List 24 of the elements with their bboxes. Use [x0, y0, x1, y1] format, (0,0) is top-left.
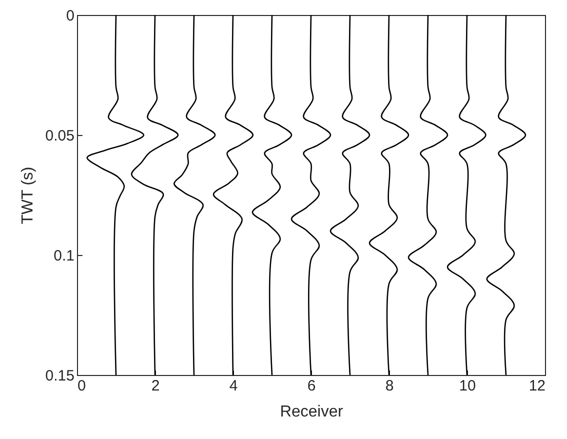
line-series [368, 15, 410, 375]
line-series [408, 15, 448, 375]
line-series [446, 15, 486, 375]
y-tick-label: 0.05 [45, 128, 74, 144]
x-tick-label: 8 [385, 378, 394, 394]
line-series [330, 15, 370, 375]
line-series [252, 15, 292, 375]
y-tick-label: 0.1 [54, 248, 74, 264]
x-tick-label: 6 [307, 378, 316, 394]
line-series [486, 15, 526, 375]
y-axis-title: TWT (s) [19, 166, 36, 224]
y-tick-label: 0 [66, 8, 74, 24]
line-series [86, 15, 144, 375]
x-tick-label: 2 [151, 378, 160, 394]
x-tick-label: 4 [229, 378, 238, 394]
line-series [173, 15, 216, 375]
y-tick-label: 0.15 [45, 368, 74, 384]
x-tick-label: 12 [528, 378, 546, 394]
line-series [290, 15, 332, 375]
x-tick-label: 0 [78, 378, 86, 394]
x-axis-title: Receiver [280, 404, 344, 420]
line-series [212, 15, 254, 375]
x-tick-label: 10 [459, 378, 476, 394]
line-series [130, 15, 179, 375]
